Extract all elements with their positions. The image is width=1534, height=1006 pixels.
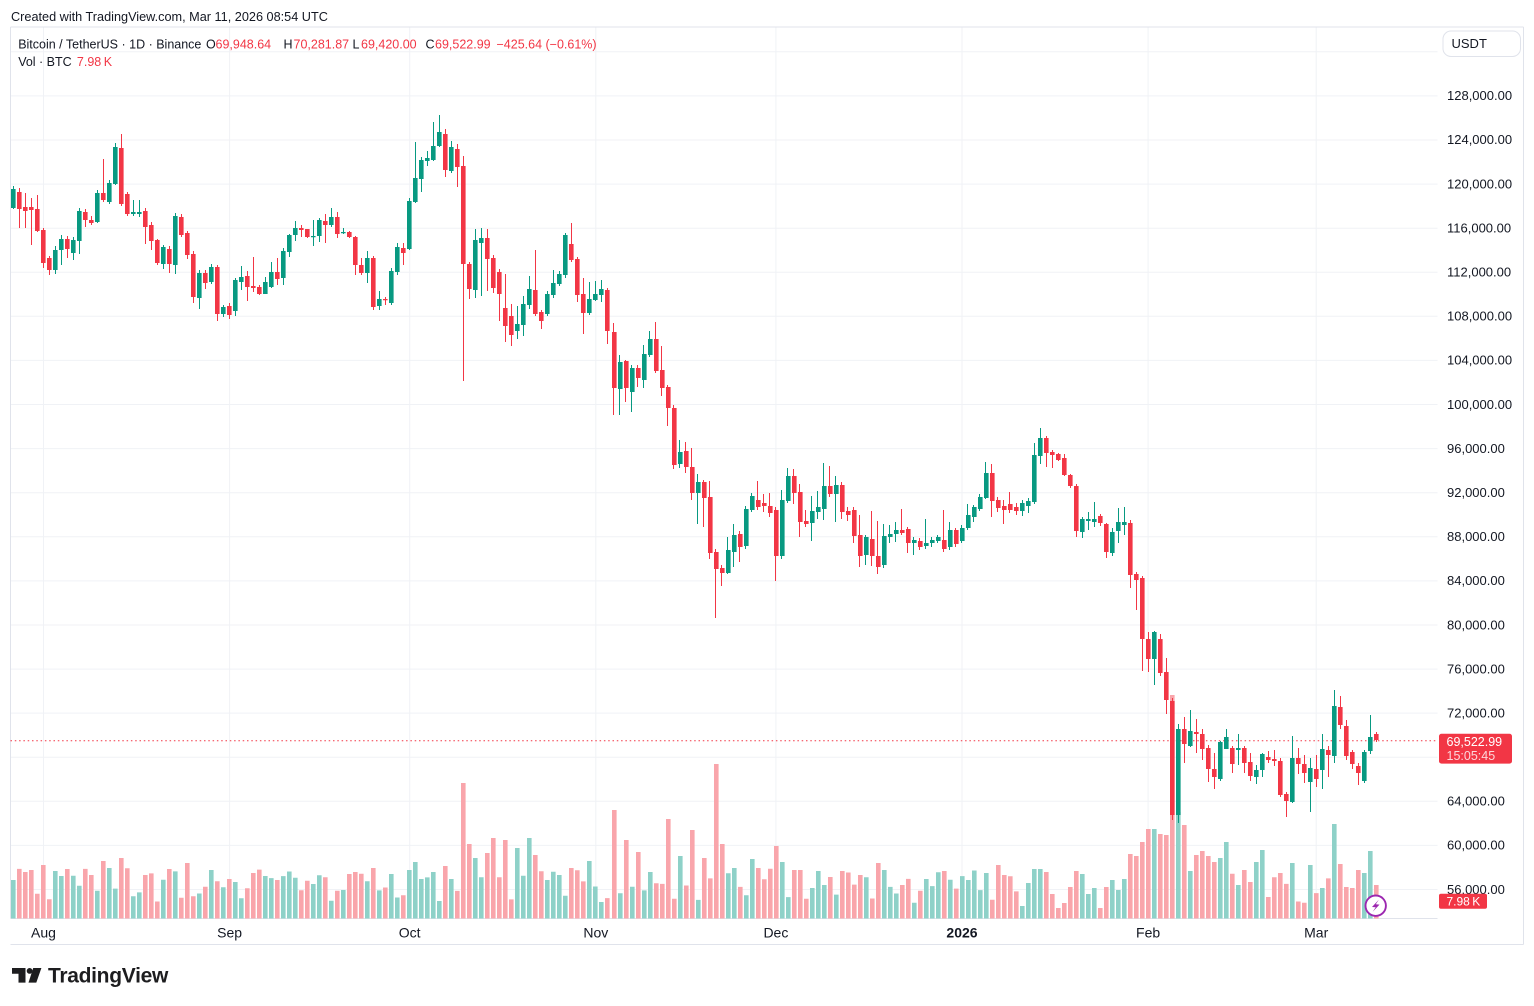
svg-text:Dec: Dec	[763, 924, 788, 940]
svg-text:C: C	[426, 37, 435, 51]
svg-text:Nov: Nov	[583, 924, 608, 940]
svg-text:O: O	[206, 37, 216, 51]
svg-text:76,000.00: 76,000.00	[1447, 661, 1505, 676]
svg-text:69,522.99: 69,522.99	[435, 37, 491, 51]
svg-text:56,000.00: 56,000.00	[1447, 882, 1505, 897]
svg-text:Oct: Oct	[399, 924, 421, 940]
svg-text:88,000.00: 88,000.00	[1447, 529, 1505, 544]
svg-text:69,948.64: 69,948.64	[216, 37, 272, 51]
svg-text:108,000.00: 108,000.00	[1447, 309, 1512, 324]
svg-text:Aug: Aug	[31, 924, 56, 940]
svg-text:7.98 K: 7.98 K	[77, 55, 113, 69]
svg-text:69,420.00: 69,420.00	[361, 37, 417, 51]
svg-text:L: L	[353, 37, 360, 51]
svg-text:USDT: USDT	[1452, 36, 1487, 51]
svg-text:60,000.00: 60,000.00	[1447, 838, 1505, 853]
svg-text:84,000.00: 84,000.00	[1447, 573, 1505, 588]
svg-text:112,000.00: 112,000.00	[1447, 265, 1511, 280]
svg-text:124,000.00: 124,000.00	[1447, 132, 1512, 147]
svg-text:Vol · BTC: Vol · BTC	[18, 55, 71, 69]
svg-text:Feb: Feb	[1136, 924, 1160, 940]
svg-text:128,000.00: 128,000.00	[1447, 88, 1512, 103]
svg-text:TradingView: TradingView	[48, 965, 169, 988]
svg-text:92,000.00: 92,000.00	[1447, 485, 1505, 500]
svg-text:2026: 2026	[946, 924, 977, 940]
svg-text:15:05:45: 15:05:45	[1447, 749, 1496, 763]
svg-text:116,000.00: 116,000.00	[1447, 220, 1511, 235]
svg-text:70,281.87: 70,281.87	[294, 37, 350, 51]
svg-text:Mar: Mar	[1304, 924, 1328, 940]
svg-text:100,000.00: 100,000.00	[1447, 397, 1512, 412]
svg-text:7.98 K: 7.98 K	[1447, 895, 1481, 909]
svg-text:96,000.00: 96,000.00	[1447, 441, 1505, 456]
svg-text:69,522.99: 69,522.99	[1447, 735, 1503, 749]
svg-text:72,000.00: 72,000.00	[1447, 706, 1505, 721]
svg-text:H: H	[284, 37, 293, 51]
svg-text:Created with TradingView.com,: Created with TradingView.com, Mar 11, 20…	[11, 10, 328, 24]
svg-text:64,000.00: 64,000.00	[1447, 794, 1505, 809]
svg-text:104,000.00: 104,000.00	[1447, 353, 1512, 368]
svg-text:Sep: Sep	[217, 924, 242, 940]
svg-text:−425.64 (−0.61%): −425.64 (−0.61%)	[497, 37, 597, 51]
svg-text:Bitcoin / TetherUS · 1D · Bina: Bitcoin / TetherUS · 1D · Binance	[18, 37, 201, 51]
svg-text:80,000.00: 80,000.00	[1447, 617, 1505, 632]
svg-text:120,000.00: 120,000.00	[1447, 176, 1512, 191]
